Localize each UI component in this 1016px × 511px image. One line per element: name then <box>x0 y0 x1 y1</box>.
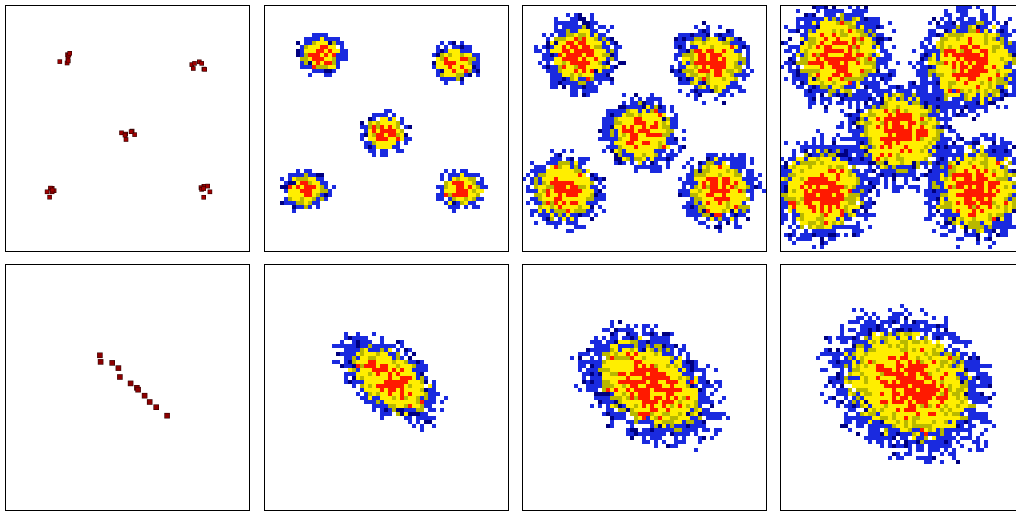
cell-cluster <box>165 413 170 418</box>
panel-background <box>5 264 250 511</box>
cell-cluster <box>97 353 102 358</box>
cell-cluster <box>147 400 152 405</box>
cell-cluster <box>203 67 207 71</box>
cell-cluster <box>58 60 62 64</box>
panel <box>522 5 767 252</box>
panel <box>760 0 1016 252</box>
cell-cluster <box>202 187 206 191</box>
cell-cluster <box>154 405 159 410</box>
panel <box>5 5 250 252</box>
cell-cluster <box>66 59 70 63</box>
cell-cluster <box>110 360 115 365</box>
panel <box>264 5 509 252</box>
cell-cluster <box>123 133 127 137</box>
cell-cluster <box>50 188 54 192</box>
cell-cluster <box>206 184 210 188</box>
cell-cluster <box>128 381 133 386</box>
cell-cluster <box>142 393 147 398</box>
cell-cluster <box>200 61 204 65</box>
panel <box>264 264 509 511</box>
page: (() => { const svg = document.getElement… <box>0 0 1016 511</box>
cell-cluster <box>48 195 52 199</box>
cell-cluster <box>202 195 206 199</box>
cell-cluster <box>98 359 103 364</box>
panel-grid <box>0 0 1016 511</box>
cell-cluster <box>191 67 195 71</box>
cell-cluster <box>116 366 121 371</box>
cell-cluster <box>208 190 212 194</box>
cell-cluster <box>193 61 197 65</box>
cell-cluster <box>68 51 72 55</box>
cell-cluster <box>129 130 133 134</box>
cell-cluster <box>45 190 49 194</box>
panel-background <box>5 5 250 252</box>
cell-cluster <box>117 375 122 380</box>
cell-cluster <box>136 387 141 392</box>
panel <box>780 264 1016 511</box>
cell-cluster <box>124 138 128 142</box>
panel <box>5 264 250 511</box>
panel <box>522 264 767 511</box>
